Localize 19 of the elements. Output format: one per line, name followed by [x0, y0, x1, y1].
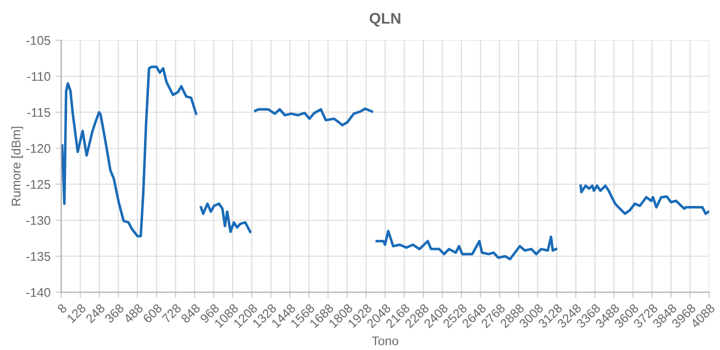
- y-tick-label: -105: [26, 36, 50, 45]
- y-tick-label: -140: [26, 288, 50, 297]
- x-tick-label: 368: [104, 303, 124, 324]
- x-tick-label: 728: [161, 303, 182, 324]
- y-tick-label: -130: [26, 216, 50, 225]
- x-axis-title: Tono: [372, 336, 398, 346]
- y-tick-label: -135: [26, 252, 50, 261]
- y-tick-label: -125: [26, 180, 50, 189]
- x-tick-label: 608: [142, 303, 163, 324]
- chart-title: QLN: [370, 12, 400, 27]
- x-tick-label: 848: [180, 303, 201, 324]
- y-tick-label: -120: [26, 144, 50, 153]
- y-tick-label: -110: [27, 72, 50, 81]
- x-tick-label: 488: [123, 303, 144, 324]
- y-tick-label: -115: [27, 108, 50, 117]
- y-axis-title: Rumore [dBm]: [11, 126, 23, 206]
- x-tick-label: 8: [56, 303, 68, 314]
- x-tick-label: 128: [66, 303, 86, 324]
- x-tick-label: 248: [85, 303, 106, 324]
